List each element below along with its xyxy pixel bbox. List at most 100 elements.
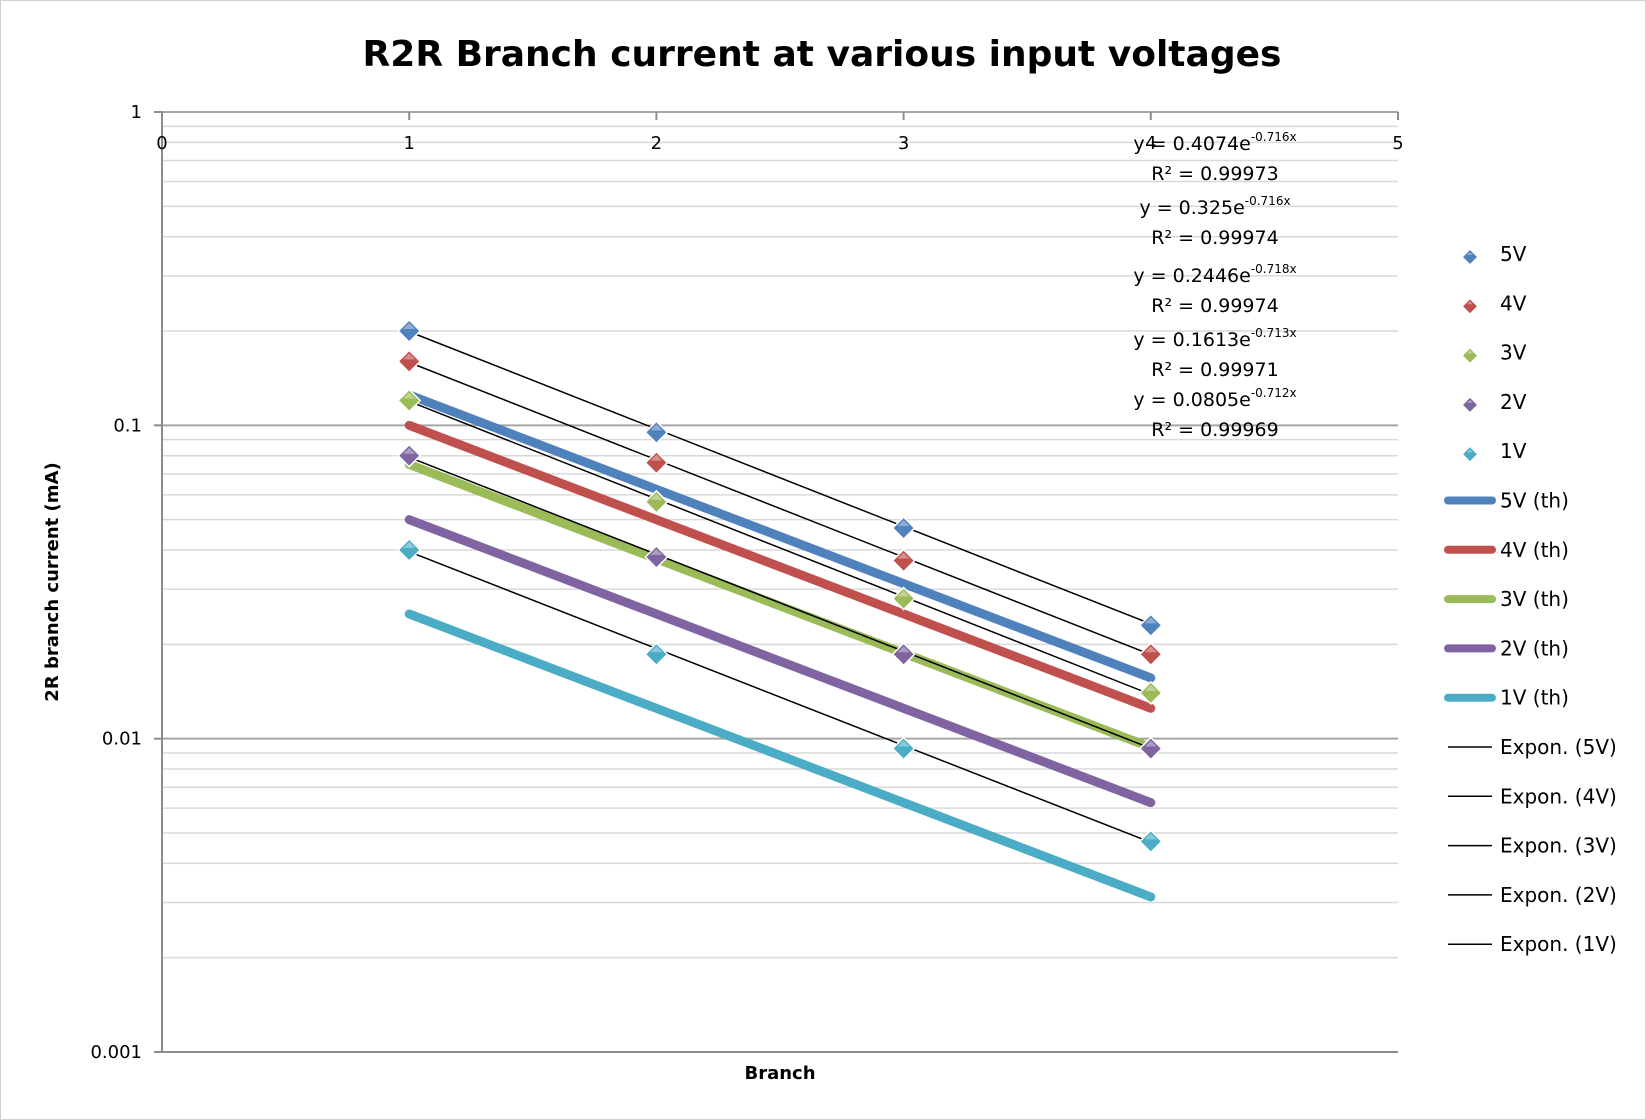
legend: 5V 4V 3V 2V 1V 5V (th) 4V (th) 3V (th) 2V (th) 1V… xyxy=(1444,242,1617,956)
diamond-shape xyxy=(1460,395,1480,414)
trendline-expon-1v- xyxy=(408,551,1152,844)
y-tick-label: 0.01 xyxy=(102,729,142,750)
diamond-highlight xyxy=(650,646,663,653)
theory-line-5v-th- xyxy=(404,390,1156,683)
diamond-shape xyxy=(644,544,669,570)
legend-item: Expon. (2V) xyxy=(1448,883,1617,907)
trendline-equation: y = 0.325e-0.716x xyxy=(1139,194,1290,219)
diamond-highlight xyxy=(1144,740,1157,747)
r-squared-label: R² = 0.99973 xyxy=(1151,163,1278,185)
equation-exponent: -0.712x xyxy=(1251,386,1297,400)
trendline-expon-2v- xyxy=(408,456,1152,750)
data-point-2v xyxy=(644,544,669,570)
theory-line-2v-th- xyxy=(404,515,1156,808)
diamond-highlight xyxy=(1467,399,1473,403)
diamond-highlight xyxy=(1144,646,1157,653)
legend-label: 2V xyxy=(1500,390,1527,414)
diamond-highlight xyxy=(403,542,416,549)
diamond-shape xyxy=(1460,346,1480,365)
x-axis-label: Branch xyxy=(744,1063,815,1084)
legend-item: 1V (th) xyxy=(1444,686,1569,710)
r-squared-label: R² = 0.99974 xyxy=(1151,227,1278,249)
legend-label: 2V (th) xyxy=(1500,636,1569,660)
diamond-highlight xyxy=(403,353,416,360)
diamond-shape xyxy=(1138,642,1163,667)
y-tick-label: 0.001 xyxy=(90,1042,142,1063)
r-squared-label: R² = 0.99969 xyxy=(1151,419,1278,441)
equation-exponent: -0.713x xyxy=(1251,326,1297,340)
legend-label: 1V (th) xyxy=(1500,686,1569,710)
diamond-shape xyxy=(1460,247,1480,267)
legend-label: 1V xyxy=(1500,439,1527,463)
diamond-highlight xyxy=(897,590,910,597)
legend-label: 3V (th) xyxy=(1500,587,1569,611)
trendline-equation: y = 0.0805e-0.712x xyxy=(1133,386,1296,411)
data-point-4v xyxy=(397,349,422,374)
legend-item: Expon. (4V) xyxy=(1448,784,1617,808)
diamond-highlight xyxy=(1144,833,1157,840)
theory-line-1v-th- xyxy=(404,609,1156,902)
legend-item: Expon. (1V) xyxy=(1448,932,1617,956)
diamond-shape xyxy=(397,537,422,563)
data-point-1v xyxy=(1138,829,1163,854)
data-point-4v xyxy=(644,450,669,475)
diamond-shape xyxy=(891,516,916,541)
data-point-5v xyxy=(891,516,916,541)
x-tick-label: 0 xyxy=(156,133,167,154)
y-tick-label: 0.1 xyxy=(113,415,142,436)
diamond-highlight xyxy=(650,454,663,461)
legend-marker-1v xyxy=(1460,445,1480,464)
r-squared-label: R² = 0.99974 xyxy=(1151,295,1278,317)
diamond-highlight xyxy=(1467,350,1473,354)
legend-marker-4v xyxy=(1460,297,1480,316)
data-point-5v xyxy=(644,420,669,445)
theory-line-4v-th- xyxy=(404,420,1156,713)
equation-base: y = 0.1613e xyxy=(1133,329,1250,351)
chart-title: R2R Branch current at various input volt… xyxy=(363,34,1282,75)
legend-item: 3V (th) xyxy=(1444,587,1569,611)
x-tick-label: 3 xyxy=(898,133,909,154)
legend-label: Expon. (3V) xyxy=(1500,834,1617,858)
diamond-shape xyxy=(644,642,669,667)
trendline-expon-4v- xyxy=(408,361,1152,656)
diamond-shape xyxy=(891,642,916,667)
legend-marker-3v xyxy=(1460,346,1480,365)
legend-item: 5V xyxy=(1460,242,1527,267)
legend-item: 2V xyxy=(1460,390,1527,414)
diamond-highlight xyxy=(403,447,416,454)
legend-label: 5V xyxy=(1500,242,1527,266)
legend-label: 3V xyxy=(1500,341,1527,365)
legend-item: 4V xyxy=(1460,291,1527,316)
trendline-equation: y = 0.2446e-0.718x xyxy=(1133,262,1296,287)
diamond-highlight xyxy=(650,549,663,556)
data-markers xyxy=(397,318,1163,854)
trendline-equation: y = 0.1613e-0.713x xyxy=(1133,326,1296,351)
diamond-shape xyxy=(644,450,669,475)
trendline-equation: y = 0.4074e-0.716x xyxy=(1133,130,1296,155)
diamond-shape xyxy=(397,318,422,344)
trendline-equations: y = 0.4074e-0.716x R² = 0.99973 y = 0.325e… xyxy=(1133,130,1296,441)
equation-base: y = 0.2446e xyxy=(1133,265,1250,287)
data-point-5v xyxy=(1138,613,1163,638)
diamond-highlight xyxy=(897,740,910,747)
legend-item: Expon. (3V) xyxy=(1448,834,1617,858)
diamond-highlight xyxy=(1467,449,1473,453)
legend-item: 5V (th) xyxy=(1444,489,1569,513)
diamond-highlight xyxy=(650,493,663,500)
diamond-highlight xyxy=(1467,301,1473,305)
trendline-expon-5v- xyxy=(408,330,1152,625)
diamond-highlight xyxy=(897,520,910,527)
data-point-4v xyxy=(891,548,916,573)
legend-label: Expon. (4V) xyxy=(1500,784,1617,808)
legend-marker-5v xyxy=(1460,247,1480,267)
legend-item: Expon. (5V) xyxy=(1448,735,1617,759)
y-tick-label: 1 xyxy=(131,102,142,123)
legend-item: 4V (th) xyxy=(1444,538,1569,562)
diamond-shape xyxy=(1460,297,1480,316)
data-point-3v xyxy=(891,586,916,611)
diamond-shape xyxy=(644,489,669,514)
diamond-highlight xyxy=(897,552,910,559)
trendline-expon-3v- xyxy=(408,400,1152,696)
